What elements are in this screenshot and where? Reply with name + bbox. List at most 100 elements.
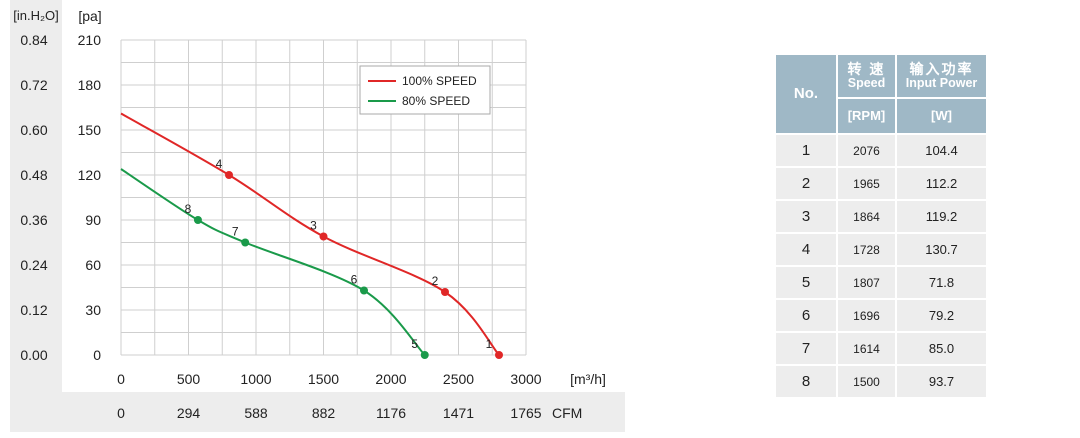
point-label: 8 xyxy=(185,202,192,216)
inh2o-tick-label: 0.00 xyxy=(20,347,47,363)
cell-no: 7 xyxy=(776,333,838,366)
performance-table: No. 转 速 Speed 输入功率 Input Power [RPM] [W]… xyxy=(776,55,986,399)
cell-no: 1 xyxy=(776,135,838,168)
cell-power: 119.2 xyxy=(897,201,986,234)
cfm-tick-label: 882 xyxy=(312,405,336,421)
left-axis-band xyxy=(10,0,62,392)
header-speed: 转 速 Speed xyxy=(838,55,897,100)
data-point xyxy=(441,288,449,296)
cell-no: 6 xyxy=(776,300,838,333)
header-unit-speed: [RPM] xyxy=(838,99,897,135)
cell-power: 112.2 xyxy=(897,168,986,201)
x-tick-label: 2000 xyxy=(375,371,406,387)
table-row: 6 1696 79.2 xyxy=(776,300,986,333)
table-row: 2 1965 112.2 xyxy=(776,168,986,201)
cell-power: 85.0 xyxy=(897,333,986,366)
inh2o-tick-label: 0.60 xyxy=(20,122,47,138)
cell-power: 130.7 xyxy=(897,234,986,267)
legend-label: 80% SPEED xyxy=(402,94,470,108)
point-label: 5 xyxy=(411,337,418,351)
inh2o-tick-label: 0.24 xyxy=(20,257,47,273)
point-label: 7 xyxy=(232,225,239,239)
cell-no: 3 xyxy=(776,201,838,234)
header-unit-power: [W] xyxy=(897,99,986,135)
data-point xyxy=(495,351,503,359)
inh2o-tick-label: 0.36 xyxy=(20,212,47,228)
cell-rpm: 1965 xyxy=(838,168,897,201)
cell-rpm: 2076 xyxy=(838,135,897,168)
performance-table-wrap: No. 转 速 Speed 输入功率 Input Power [RPM] [W]… xyxy=(776,55,986,399)
inh2o-tick-label: 0.48 xyxy=(20,167,47,183)
cell-power: 79.2 xyxy=(897,300,986,333)
point-label: 2 xyxy=(432,274,439,288)
cell-power: 93.7 xyxy=(897,366,986,399)
cell-rpm: 1807 xyxy=(838,267,897,300)
x-axis-units: [m³/h] xyxy=(570,371,606,387)
data-point xyxy=(420,351,429,359)
cell-power: 71.8 xyxy=(897,267,986,300)
y-tick-label: 120 xyxy=(78,167,102,183)
inh2o-tick-label: 0.72 xyxy=(20,77,47,93)
cell-no: 5 xyxy=(776,267,838,300)
cfm-tick-label: 1765 xyxy=(510,405,541,421)
cell-no: 4 xyxy=(776,234,838,267)
header-power-zh: 输入功率 xyxy=(909,61,974,78)
cell-rpm: 1500 xyxy=(838,366,897,399)
x-tick-label: 2500 xyxy=(443,371,474,387)
fan-curve-chart: [in.H₂O] [pa][m³/h]03060901201501802100.0… xyxy=(10,0,625,432)
header-power: 输入功率 Input Power xyxy=(897,55,986,100)
y-axis-units: [pa] xyxy=(78,8,101,24)
table-row: 5 1807 71.8 xyxy=(776,267,986,300)
table-row: 4 1728 130.7 xyxy=(776,234,986,267)
y-tick-label: 180 xyxy=(78,77,102,93)
series-line xyxy=(120,168,426,356)
point-label: 6 xyxy=(351,273,358,287)
x-tick-label: 500 xyxy=(177,371,201,387)
cell-rpm: 1614 xyxy=(838,333,897,366)
data-point xyxy=(241,238,250,247)
cfm-tick-label: 588 xyxy=(244,405,268,421)
table-row: 1 2076 104.4 xyxy=(776,135,986,168)
inh2o-tick-label: 0.84 xyxy=(20,32,47,48)
y-tick-label: 90 xyxy=(85,212,101,228)
data-point xyxy=(319,232,328,241)
bottom-axis-band xyxy=(10,392,625,432)
series-line xyxy=(120,112,500,356)
table-row: 7 1614 85.0 xyxy=(776,333,986,366)
cell-no: 8 xyxy=(776,366,838,399)
cell-power: 104.4 xyxy=(897,135,986,168)
y-tick-label: 60 xyxy=(85,257,101,273)
cell-rpm: 1728 xyxy=(838,234,897,267)
x-tick-label: 1500 xyxy=(308,371,339,387)
header-power-en: Input Power xyxy=(905,76,978,91)
cfm-tick-label: 294 xyxy=(177,405,201,421)
cell-rpm: 1864 xyxy=(838,201,897,234)
header-speed-zh: 转 速 xyxy=(847,61,886,78)
cfm-tick-label: 1176 xyxy=(376,405,406,421)
header-no: No. xyxy=(776,55,838,135)
header-speed-en: Speed xyxy=(847,76,886,91)
data-point xyxy=(225,171,233,179)
table-row: 8 1500 93.7 xyxy=(776,366,986,399)
cell-rpm: 1696 xyxy=(838,300,897,333)
cfm-tick-label: 1471 xyxy=(443,405,474,421)
data-point xyxy=(360,286,368,295)
cell-no: 2 xyxy=(776,168,838,201)
y-tick-label: 210 xyxy=(78,32,102,48)
cfm-tick-label: 0 xyxy=(117,405,125,421)
data-point xyxy=(193,216,202,224)
left-axis-units: [in.H₂O] xyxy=(13,8,59,23)
x-tick-label: 0 xyxy=(117,371,125,387)
cfm-units: CFM xyxy=(552,405,582,421)
legend-label: 100% SPEED xyxy=(402,74,477,88)
inh2o-tick-label: 0.12 xyxy=(20,302,47,318)
x-tick-label: 1000 xyxy=(240,371,271,387)
point-label: 3 xyxy=(310,219,317,233)
x-tick-label: 3000 xyxy=(510,371,541,387)
legend xyxy=(359,65,491,115)
y-tick-label: 30 xyxy=(85,302,101,318)
table-row: 3 1864 119.2 xyxy=(776,201,986,234)
point-label: 4 xyxy=(216,157,223,171)
point-label: 1 xyxy=(486,337,493,351)
y-tick-label: 0 xyxy=(93,347,101,363)
